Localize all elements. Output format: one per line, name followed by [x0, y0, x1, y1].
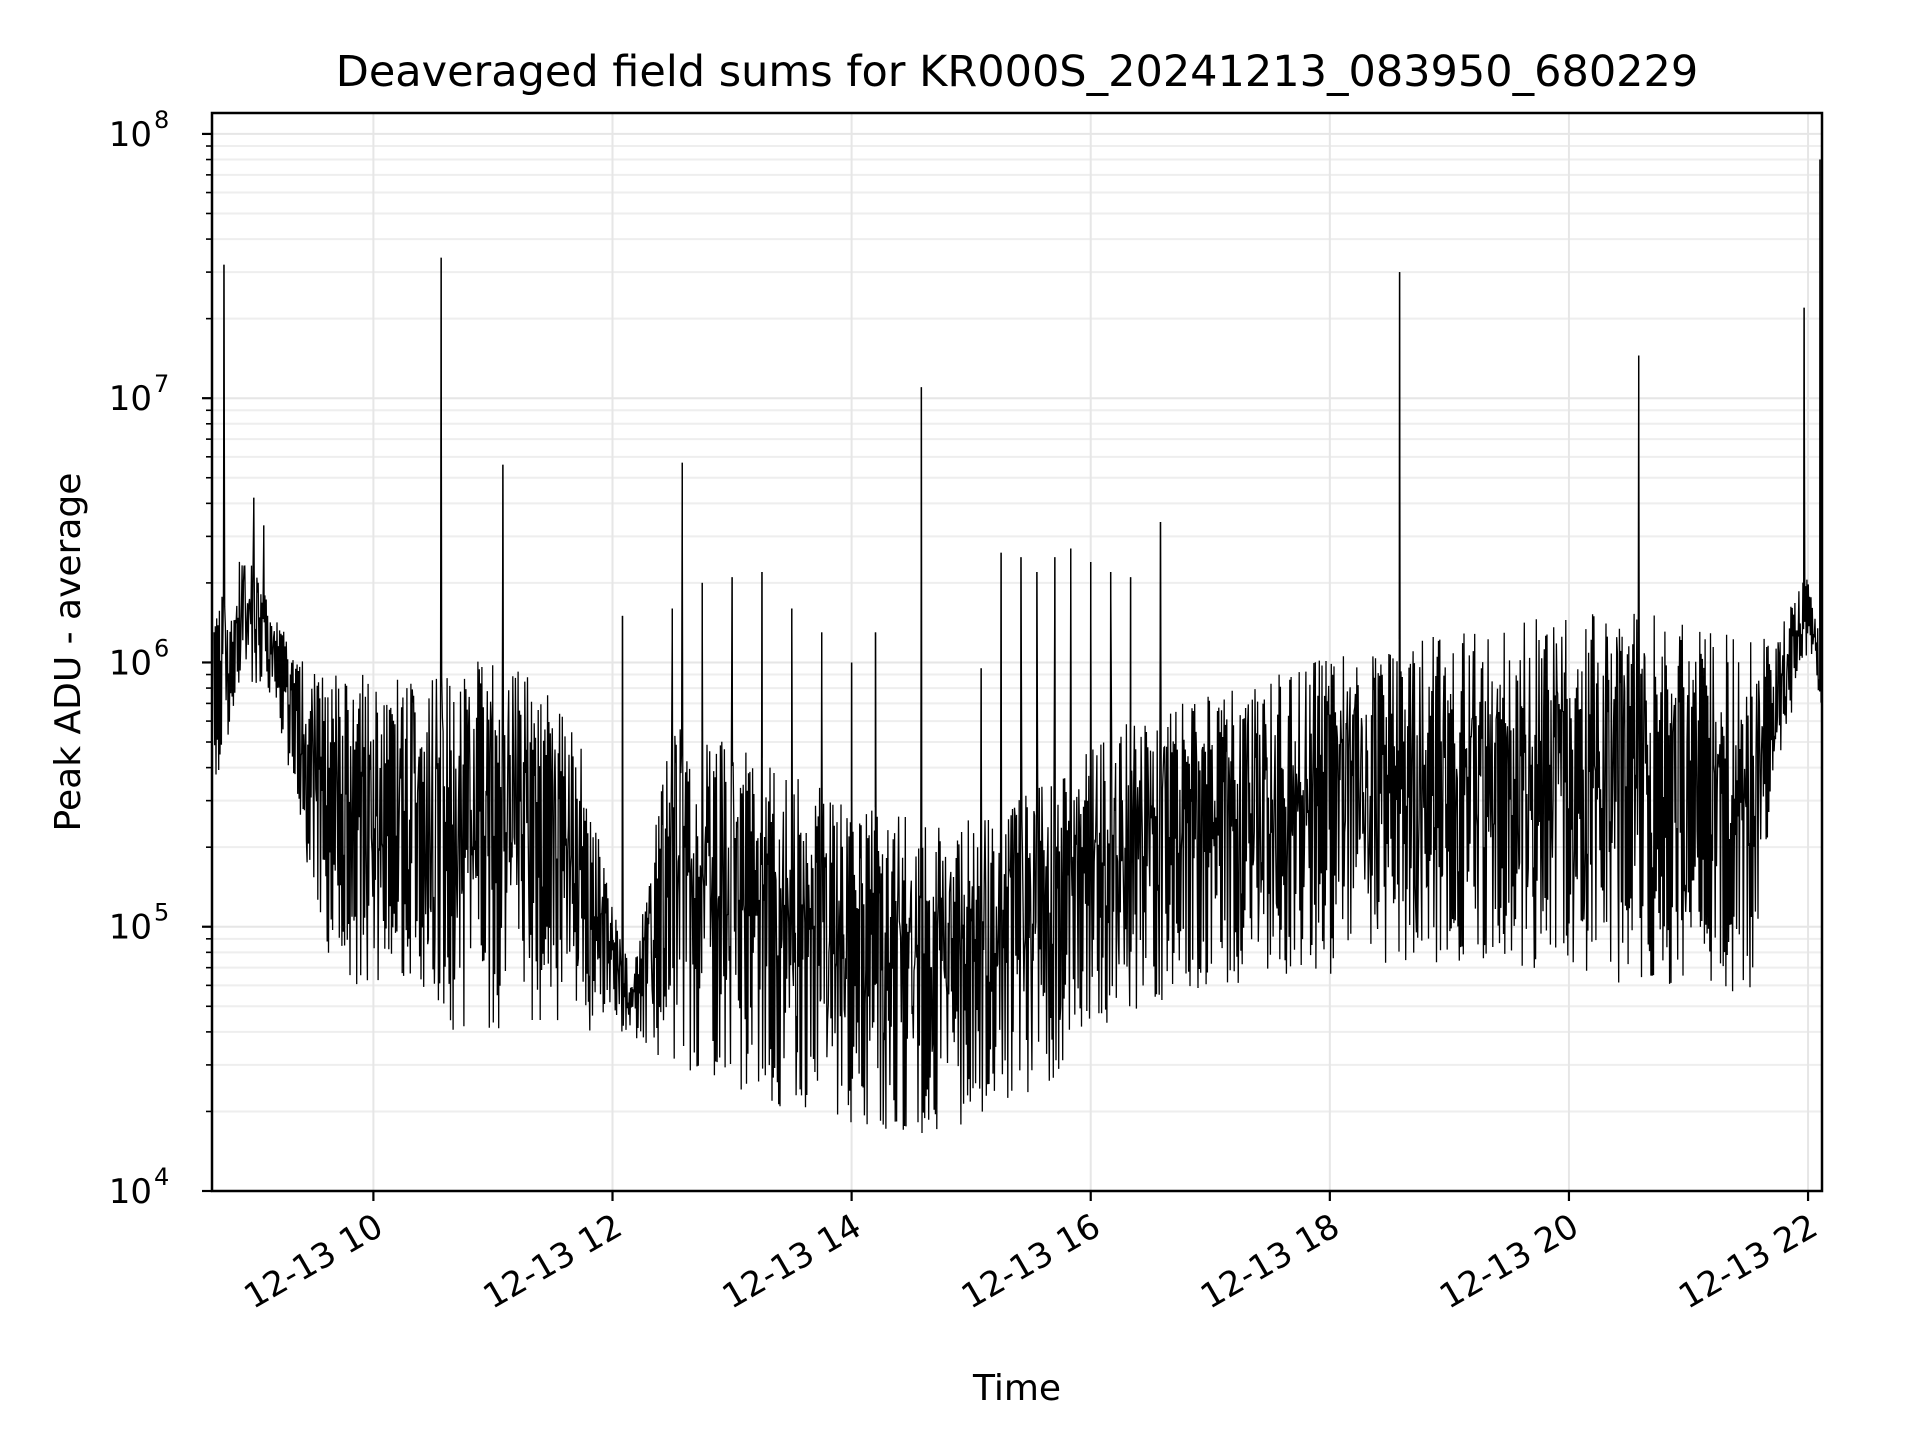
x-axis-label: Time: [972, 1368, 1061, 1409]
y-tick-label: 10: [109, 379, 152, 419]
y-tick-label-exponent: 4: [154, 1163, 169, 1191]
y-tick-label-exponent: 5: [154, 899, 169, 927]
y-tick-label: 10: [109, 1172, 152, 1212]
chart-title: Deaveraged field sums for KR000S_2024121…: [336, 47, 1699, 97]
plot-frame: [210, 111, 1824, 1193]
series-line: [213, 159, 1822, 1134]
y-tick-label-exponent: 6: [154, 634, 169, 662]
y-tick-label: 10: [109, 908, 152, 948]
y-tick-label-exponent: 7: [154, 370, 169, 398]
y-tick-label: 10: [109, 643, 152, 683]
data-series: [213, 159, 1822, 1134]
y-tick-label: 10: [109, 115, 152, 155]
y-tick-label-exponent: 8: [154, 106, 169, 134]
y-axis-label: Peak ADU - average: [48, 473, 89, 832]
